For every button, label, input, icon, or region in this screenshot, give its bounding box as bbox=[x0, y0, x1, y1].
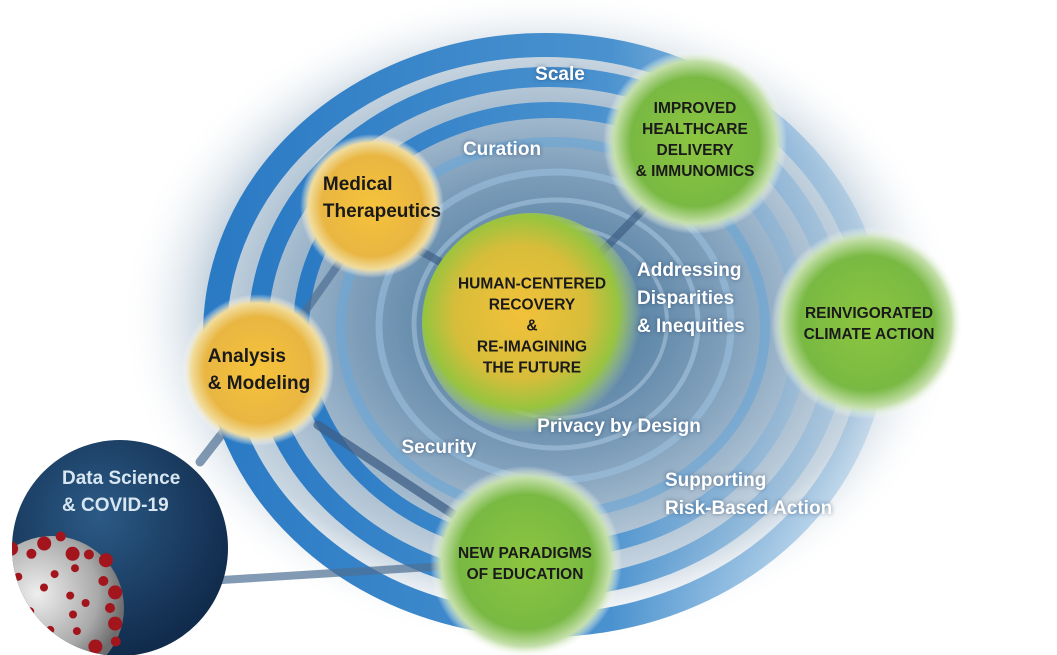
virus-spike bbox=[83, 549, 94, 560]
education-line-2: OF EDUCATION bbox=[466, 566, 584, 583]
ring-label-disparities: Addressing Disparities & Inequities bbox=[637, 257, 745, 341]
virus-spike bbox=[71, 564, 79, 573]
ring-label-risk: Supporting Risk-Based Action bbox=[665, 467, 832, 523]
climate-line-1: REINVIGORATED bbox=[804, 305, 934, 322]
node-climate-label: REINVIGORATED CLIMATE ACTION bbox=[804, 303, 935, 345]
virus-spike bbox=[0, 560, 8, 570]
virus-spike bbox=[26, 548, 37, 559]
virus-spike bbox=[31, 633, 39, 642]
center-line-3: & bbox=[526, 317, 538, 335]
education-line-1: NEW PARADIGMS bbox=[457, 545, 593, 562]
healthcare-line-3: DELIVERY bbox=[656, 142, 734, 159]
virus-spike bbox=[40, 583, 48, 592]
node-analysis-circle bbox=[182, 294, 334, 446]
therapeutics-line-1: Medical bbox=[322, 174, 393, 195]
node-analysis-label: Analysis & Modeling bbox=[208, 343, 310, 397]
risk-line-2: Risk-Based Action bbox=[665, 498, 833, 519]
risk-line-1: Supporting bbox=[665, 470, 767, 491]
virus-spike bbox=[12, 629, 18, 638]
virus-spike bbox=[81, 599, 90, 607]
center-line-1: HUMAN-CENTERED bbox=[457, 275, 607, 293]
virus-spike bbox=[98, 553, 113, 568]
virus-spike bbox=[0, 574, 8, 588]
connector-covid-education bbox=[218, 561, 466, 584]
virus-spike bbox=[15, 594, 24, 602]
virus-spike bbox=[12, 648, 27, 655]
node-therapeutics-circle bbox=[300, 134, 444, 278]
disparities-line-3: & Inequities bbox=[637, 316, 745, 337]
node-education-circle bbox=[430, 466, 622, 655]
virus-spike bbox=[108, 616, 123, 631]
healthcare-line-4: & IMMUNOMICS bbox=[635, 163, 755, 180]
covid-line-2: & COVID-19 bbox=[62, 495, 169, 516]
node-education-label: NEW PARADIGMS OF EDUCATION bbox=[458, 543, 592, 585]
healthcare-line-1: IMPROVED bbox=[653, 100, 737, 117]
ring-6 bbox=[411, 197, 701, 451]
therapeutics-line-2: Therapeutics bbox=[322, 201, 442, 222]
virus-spike bbox=[37, 536, 52, 551]
virus-spike bbox=[0, 646, 8, 655]
node-climate-circle bbox=[771, 227, 963, 419]
node-center-circle bbox=[422, 213, 642, 433]
center-line-2: RECOVERY bbox=[488, 296, 576, 314]
covid-label: Data Science & COVID-19 bbox=[62, 465, 180, 519]
virus-spike bbox=[50, 570, 59, 579]
disparities-line-1: Addressing bbox=[637, 260, 742, 281]
analysis-line-1: Analysis bbox=[207, 346, 286, 367]
analysis-line-2: & Modeling bbox=[207, 373, 311, 394]
virus-spike bbox=[66, 591, 75, 600]
virus-spike bbox=[0, 617, 1, 627]
virus-spike bbox=[98, 576, 109, 586]
virus-spike bbox=[110, 636, 121, 647]
virus-spike bbox=[46, 625, 55, 634]
node-therapeutics-label: Medical Therapeutics bbox=[323, 171, 441, 225]
ring-label-curation: Curation bbox=[462, 139, 542, 160]
virus-spike bbox=[65, 546, 80, 561]
virus-spike bbox=[88, 639, 103, 654]
ring-label-security: Security bbox=[401, 437, 477, 458]
covid-line-1: Data Science bbox=[62, 468, 181, 489]
virus-spike bbox=[14, 572, 23, 581]
virus-spike bbox=[69, 610, 77, 619]
virus-spike bbox=[72, 627, 81, 636]
virus-spike bbox=[12, 541, 19, 556]
center-line-4: RE-IMAGINING bbox=[476, 338, 588, 356]
virus-spike bbox=[55, 531, 66, 542]
covid-circle-group bbox=[0, 440, 228, 655]
healthcare-line-2: HEALTHCARE bbox=[642, 121, 748, 138]
climate-line-2: CLIMATE ACTION bbox=[803, 326, 935, 343]
virus-spike bbox=[108, 585, 123, 600]
node-healthcare-label: IMPROVED HEALTHCARE DELIVERY & IMMUNOMIC… bbox=[636, 98, 755, 182]
node-center-label: HUMAN-CENTERED RECOVERY & RE-IMAGINING T… bbox=[458, 274, 606, 379]
disparities-line-2: Disparities bbox=[637, 288, 735, 309]
node-healthcare-circle bbox=[603, 50, 787, 234]
virus-spike bbox=[26, 607, 35, 616]
virus-spike bbox=[105, 603, 115, 613]
center-line-5: THE FUTURE bbox=[482, 359, 582, 377]
ring-label-privacy: Privacy by Design bbox=[537, 416, 701, 437]
ring-label-scale: Scale bbox=[535, 64, 585, 85]
virus-spike bbox=[64, 646, 73, 655]
